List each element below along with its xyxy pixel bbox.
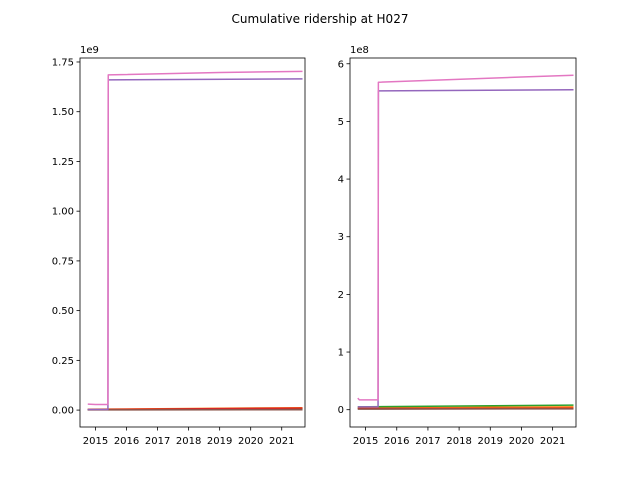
y-tick-label: 0.00 xyxy=(52,406,74,417)
y-offset-label: 1e8 xyxy=(350,45,369,56)
y-offset-label: 1e9 xyxy=(80,45,99,56)
x-tick-label: 2017 xyxy=(415,436,440,447)
x-tick-label: 2016 xyxy=(114,436,139,447)
series-group xyxy=(357,74,574,410)
axes-frame xyxy=(79,57,306,428)
y-tick-label: 1.50 xyxy=(52,107,74,118)
left-subplot: 2015 2016 2017 2018 2019 2020 2021 0.00 0.25 0.50… xyxy=(52,45,306,447)
y-tick-label: 5 xyxy=(338,117,344,128)
x-tick-label: 2021 xyxy=(269,436,294,447)
y-tick-label: 0 xyxy=(338,405,344,416)
x-tick-label: 2020 xyxy=(238,436,263,447)
y-tick-label: 0.50 xyxy=(52,306,74,317)
series-line-7 xyxy=(357,74,574,401)
x-tick-label: 2015 xyxy=(83,436,108,447)
y-tick-label: 0.25 xyxy=(52,356,74,367)
series-line-7 xyxy=(87,70,303,406)
chart-title: Cumulative ridership at H027 xyxy=(232,12,409,26)
series-group xyxy=(87,70,303,411)
axes-frame xyxy=(349,57,577,428)
y-tick-label: 1.75 xyxy=(52,57,74,68)
y-tick-label: 2 xyxy=(338,290,344,301)
y-tick-label: 4 xyxy=(338,175,344,186)
x-tick-label: 2016 xyxy=(384,436,409,447)
x-tick-label: 2021 xyxy=(540,436,565,447)
right-subplot: 2015 2016 2017 2018 2019 2020 2021 0 1 2 3 4 5 6 1e8 xyxy=(338,45,577,447)
x-tick-label: 2019 xyxy=(478,436,503,447)
y-tick-label: 1.00 xyxy=(52,207,74,218)
x-tick-label: 2019 xyxy=(207,436,232,447)
x-tick-label: 2020 xyxy=(509,436,534,447)
series-line-3 xyxy=(357,404,574,408)
y-tick-label: 1.25 xyxy=(52,157,74,168)
y-tick-label: 3 xyxy=(338,232,344,243)
x-tick-label: 2018 xyxy=(446,436,471,447)
y-tick-label: 0.75 xyxy=(52,256,74,267)
x-tick-label: 2015 xyxy=(353,436,378,447)
y-tick-label: 6 xyxy=(338,59,344,70)
x-tick-label: 2018 xyxy=(176,436,201,447)
x-tick-label: 2017 xyxy=(145,436,170,447)
y-tick-label: 1 xyxy=(338,348,344,359)
